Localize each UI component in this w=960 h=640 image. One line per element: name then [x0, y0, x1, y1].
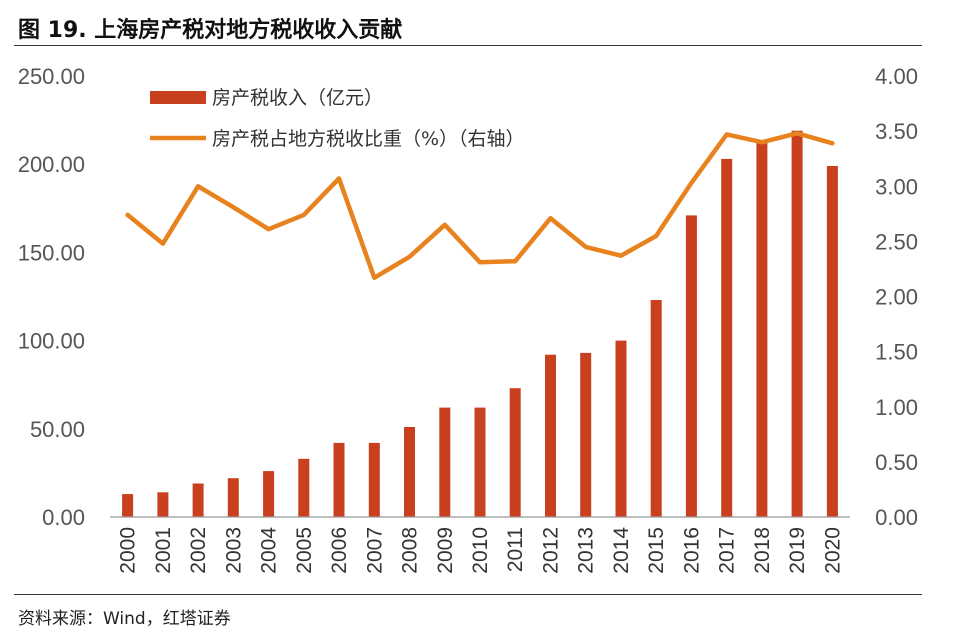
right-tick-label: 2.50: [875, 229, 918, 254]
right-tick-label: 4.00: [875, 64, 918, 89]
bar-2001: [157, 492, 169, 517]
line-point-2020: [831, 142, 833, 144]
line-point-2007: [373, 277, 375, 279]
line-point-2001: [162, 243, 164, 245]
line-point-2016: [690, 182, 692, 184]
x-tick-label: 2019: [786, 527, 809, 574]
x-tick-label: 2002: [187, 527, 210, 574]
source-note: 资料来源：Wind，红塔证券: [18, 609, 231, 629]
line-point-2014: [620, 255, 622, 257]
line-point-2009: [444, 224, 446, 226]
bar-2009: [439, 407, 451, 517]
right-tick-label: 1.00: [875, 395, 918, 420]
left-tick-label: 100.00: [18, 329, 85, 354]
line-point-2013: [585, 246, 587, 248]
line-point-2018: [761, 141, 763, 143]
legend-swatch-bar: [150, 91, 206, 104]
bar-2010: [474, 407, 486, 517]
x-tick-label: 2015: [645, 527, 668, 574]
line-point-2004: [268, 228, 270, 230]
bar-2020: [826, 166, 838, 517]
line-point-2006: [338, 178, 340, 179]
left-tick-label: 50.00: [30, 417, 85, 442]
source-rule: [14, 594, 922, 595]
title-rule: [14, 45, 922, 46]
bar-2003: [227, 478, 239, 517]
right-tick-label: 3.50: [875, 119, 918, 144]
x-tick-label: 2003: [222, 527, 245, 574]
bar-2011: [509, 388, 521, 517]
left-tick-label: 150.00: [18, 240, 85, 265]
x-tick-label: 2010: [469, 527, 492, 574]
left-tick-label: 200.00: [18, 152, 85, 177]
line-point-2008: [409, 256, 410, 258]
right-tick-label: 1.50: [875, 340, 918, 365]
bar-2012: [545, 354, 556, 517]
legend-label-line: 房产税占地方税收比重（%）（右轴）: [212, 128, 525, 150]
bar-2018: [756, 141, 768, 518]
x-tick-label: 2017: [716, 527, 739, 574]
chart-legend: 房产税收入（亿元） 房产税占地方税收比重（%）（右轴）: [150, 87, 525, 150]
line-point-2003: [232, 206, 234, 208]
bar-2008: [404, 427, 415, 517]
right-tick-label: 2.00: [875, 285, 918, 310]
right-tick-label: 3.00: [875, 174, 918, 199]
x-tick-label: 2016: [680, 527, 703, 574]
bar-2000: [122, 494, 134, 517]
x-tick-label: 2020: [821, 527, 844, 574]
x-tick-label: 2000: [117, 527, 140, 574]
left-tick-label: 0.00: [42, 505, 85, 530]
bar-2015: [650, 300, 662, 517]
right-tick-label: 0.50: [875, 450, 918, 475]
chart-axes: 0.00 50.00 100.00 150.00 200.00 250.00 0.00 0.5…: [18, 64, 918, 574]
bar-2019: [791, 130, 803, 517]
x-tick-label: 2005: [293, 527, 316, 574]
bar-2014: [615, 340, 627, 517]
bar-2013: [580, 352, 592, 517]
bar-2007: [368, 442, 380, 517]
line-point-2015: [655, 235, 657, 237]
bar-2016: [685, 215, 697, 517]
x-tick-label: 2004: [258, 527, 281, 574]
x-tick-label: 2001: [152, 527, 175, 574]
bar-2004: [263, 471, 275, 517]
bar-2005: [298, 458, 310, 517]
x-tick-label: 2007: [363, 527, 386, 574]
line-point-2002: [197, 185, 199, 187]
left-tick-label: 250.00: [18, 64, 85, 89]
line-point-2011: [514, 260, 516, 262]
x-tick-label: 2008: [399, 527, 422, 574]
line-series: [125, 131, 835, 281]
x-tick-label: 2011: [504, 527, 527, 572]
x-tick-label: 2013: [575, 527, 598, 574]
bar-series: [122, 130, 838, 518]
x-tick-label: 2018: [751, 527, 774, 574]
line-point-2010: [479, 261, 481, 263]
line-point-2005: [303, 214, 305, 216]
figure-title: 图 19. 上海房产税对地方税收收入贡献: [18, 18, 403, 43]
x-tick-label: 2014: [610, 527, 633, 574]
bar-2006: [333, 442, 345, 517]
x-tick-label: 2012: [540, 527, 563, 574]
bar-2002: [192, 483, 204, 517]
line-point-2000: [127, 214, 129, 216]
bar-2017: [721, 158, 733, 517]
line-point-2019: [796, 132, 798, 134]
x-tick-label: 2009: [434, 527, 457, 574]
right-tick-label: 0.00: [875, 505, 918, 530]
line-point-2012: [550, 217, 551, 219]
line-point-2017: [726, 133, 728, 135]
legend-label-bar: 房产税收入（亿元）: [212, 87, 383, 109]
x-tick-label: 2006: [328, 527, 351, 574]
